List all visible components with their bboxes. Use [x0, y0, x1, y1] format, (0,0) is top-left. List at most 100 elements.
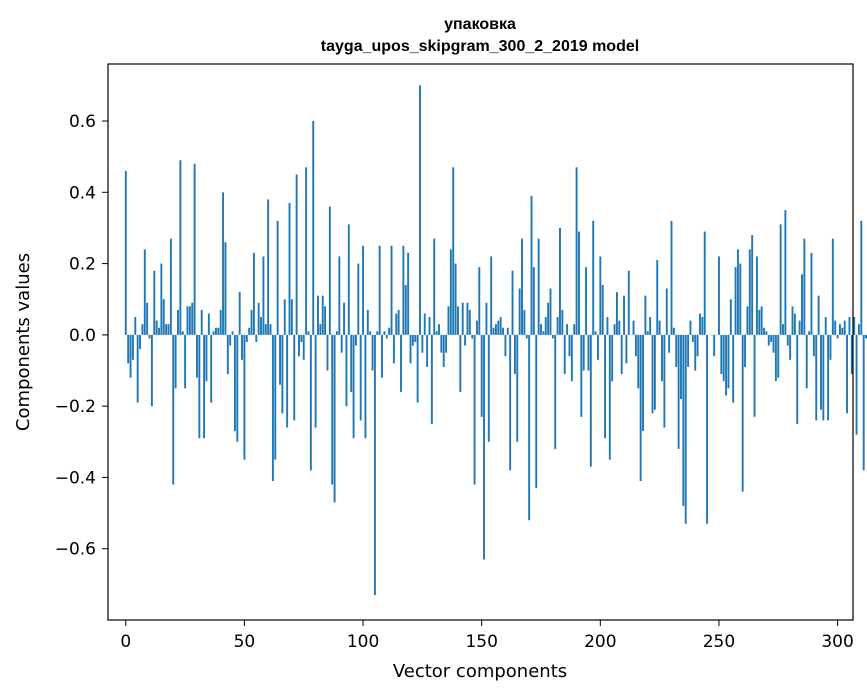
bar-75 — [302, 334, 305, 360]
bar-124 — [419, 85, 421, 335]
bar-181 — [554, 334, 557, 449]
bar-4 — [134, 317, 137, 335]
bar-290 — [812, 334, 815, 357]
bar-298 — [831, 238, 834, 335]
bar-25 — [184, 334, 187, 389]
bar-99 — [359, 334, 362, 421]
bar-65 — [279, 334, 281, 385]
bar-63 — [274, 334, 277, 460]
bar-94 — [347, 224, 350, 335]
bar-159 — [502, 327, 504, 335]
bar-263 — [748, 249, 751, 335]
bar-82 — [319, 324, 322, 335]
bar-259 — [739, 263, 742, 335]
bar-238 — [689, 320, 692, 335]
bar-140 — [457, 306, 459, 335]
bar-126 — [423, 313, 426, 335]
bar-89 — [336, 331, 338, 335]
bar-7 — [141, 324, 144, 335]
bar-173 — [535, 334, 538, 489]
bar-209 — [620, 334, 623, 375]
chart-title-line1: упаковка — [444, 16, 516, 33]
bar-289 — [810, 252, 813, 335]
bar-143 — [464, 334, 467, 346]
bar-261 — [744, 334, 746, 367]
bar-58 — [262, 256, 265, 335]
bar-38 — [215, 327, 217, 335]
bar-27 — [188, 306, 191, 335]
bar-28 — [191, 302, 194, 335]
bar-55 — [255, 334, 258, 342]
bar-0 — [124, 170, 127, 335]
bar-257 — [734, 267, 737, 335]
bar-80 — [314, 334, 317, 428]
bar-19 — [169, 238, 172, 335]
bar-271 — [767, 334, 770, 346]
x-tick-label: 0 — [120, 632, 131, 652]
bar-248 — [713, 334, 716, 357]
bar-287 — [805, 334, 808, 389]
bar-118 — [404, 284, 407, 335]
bar-256 — [732, 334, 735, 403]
bar-116 — [400, 334, 402, 392]
bar-135 — [445, 334, 448, 353]
bar-131 — [435, 331, 438, 335]
bar-264 — [751, 235, 754, 335]
bar-13 — [155, 320, 158, 335]
bar-111 — [388, 327, 391, 335]
bar-123 — [416, 334, 419, 403]
bar-267 — [758, 309, 761, 335]
bar-193 — [582, 334, 585, 371]
bar-292 — [817, 295, 820, 335]
bar-191 — [578, 231, 580, 335]
bar-136 — [447, 306, 450, 335]
bar-103 — [369, 331, 372, 335]
bar-210 — [623, 295, 625, 335]
bar-158 — [499, 317, 502, 335]
bar-254 — [727, 334, 730, 389]
bar-171 — [530, 195, 533, 335]
bar-162 — [509, 334, 512, 471]
y-tick-label: 0.4 — [69, 183, 96, 203]
y-tick-label: 0.0 — [69, 326, 96, 346]
bar-228 — [665, 288, 668, 335]
bar-70 — [290, 299, 293, 335]
bar-308 — [855, 334, 858, 435]
y-tick-label: −0.6 — [55, 540, 96, 560]
bar-157 — [497, 320, 500, 335]
bar-14 — [158, 327, 160, 335]
bar-91 — [340, 334, 343, 353]
bar-33 — [203, 334, 206, 439]
bar-71 — [293, 334, 296, 421]
bar-166 — [518, 288, 521, 335]
bar-293 — [820, 334, 822, 410]
bar-128 — [428, 317, 431, 335]
bar-242 — [699, 313, 701, 335]
bar-44 — [229, 334, 232, 346]
bar-258 — [736, 249, 739, 335]
bar-129 — [430, 334, 433, 424]
bar-172 — [532, 267, 535, 335]
bar-141 — [459, 334, 462, 392]
bar-235 — [682, 334, 685, 506]
bar-56 — [257, 302, 260, 335]
bar-48 — [238, 292, 241, 335]
bar-137 — [449, 249, 452, 335]
bar-146 — [471, 334, 474, 339]
bar-280 — [789, 334, 792, 360]
bar-229 — [668, 334, 671, 353]
bar-79 — [312, 121, 315, 335]
bar-196 — [589, 334, 592, 467]
bar-160 — [504, 334, 507, 357]
bar-series — [124, 85, 867, 596]
bar-301 — [839, 324, 841, 335]
bar-304 — [846, 334, 849, 414]
bar-152 — [485, 302, 488, 335]
bar-109 — [383, 331, 386, 335]
bar-72 — [295, 174, 298, 335]
bar-154 — [490, 256, 493, 335]
bar-23 — [179, 160, 182, 335]
bar-201 — [601, 284, 604, 335]
bar-8 — [143, 249, 146, 335]
